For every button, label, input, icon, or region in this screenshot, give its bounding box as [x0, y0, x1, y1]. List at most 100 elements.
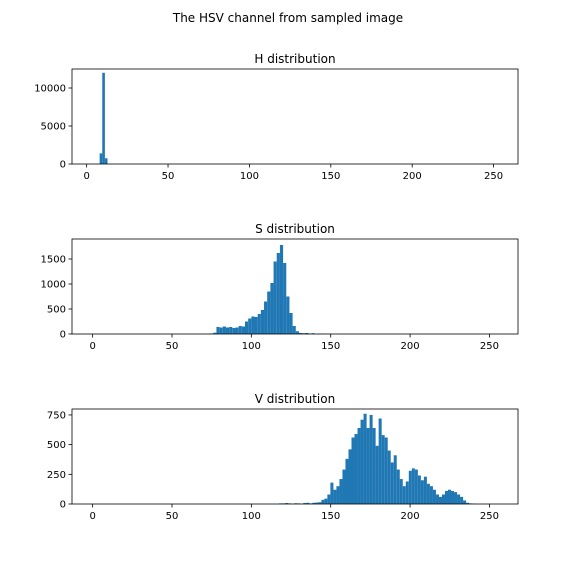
- v-xtick-label-0: 0: [89, 511, 95, 522]
- v-xtick-label-1: 50: [166, 511, 179, 522]
- v-bar-21: [348, 449, 351, 504]
- s-bar-16: [258, 314, 261, 334]
- s-ytick-label-2: 1000: [41, 280, 66, 291]
- v-ytick-label-1: 250: [47, 470, 66, 481]
- h-xtick-label-2: 100: [240, 171, 259, 182]
- v-bar-29: [373, 428, 376, 504]
- s-distribution-title: S distribution: [255, 222, 335, 236]
- s-ytick-label-3: 1500: [41, 255, 66, 266]
- s-bar-23: [280, 245, 283, 334]
- s-bar-4: [220, 328, 223, 335]
- h-ytick-label-2: 10000: [34, 84, 66, 95]
- v-bar-50: [436, 495, 439, 505]
- v-bar-44: [418, 476, 421, 505]
- s-bar-9: [235, 328, 238, 335]
- v-bar-38: [400, 479, 403, 504]
- v-bar-15: [330, 483, 333, 504]
- s-bar-28: [296, 331, 299, 334]
- v-bar-48: [430, 486, 433, 504]
- v-bar-30: [376, 446, 379, 504]
- v-xtick-label-5: 250: [480, 511, 499, 522]
- s-bar-5: [223, 327, 226, 335]
- s-bar-3: [216, 327, 219, 334]
- v-bar-16: [333, 490, 336, 504]
- h-bar-2: [105, 158, 108, 164]
- v-bar-28: [370, 415, 373, 504]
- s-bar-21: [274, 262, 277, 335]
- s-bar-6: [226, 328, 229, 335]
- h-xtick-label-5: 250: [484, 171, 503, 182]
- v-bar-12: [321, 500, 324, 504]
- v-bar-18: [339, 479, 342, 504]
- s-xtick-label-0: 0: [89, 341, 95, 352]
- s-bar-11: [242, 327, 245, 335]
- s-bar-22: [277, 253, 280, 334]
- s-ytick-label-1: 500: [47, 305, 66, 316]
- s-xtick-label-3: 150: [321, 341, 340, 352]
- v-bar-57: [457, 495, 460, 505]
- s-bar-17: [261, 310, 264, 334]
- h-ytick-label-0: 0: [60, 160, 66, 171]
- v-bar-13: [324, 499, 327, 504]
- s-xtick-label-4: 200: [401, 341, 420, 352]
- v-bar-24: [358, 428, 361, 504]
- s-bar-14: [251, 317, 254, 335]
- s-ytick-label-0: 0: [60, 330, 66, 341]
- v-ytick-label-3: 750: [47, 410, 66, 421]
- h-xtick-label-4: 200: [403, 171, 422, 182]
- v-bar-46: [424, 477, 427, 504]
- v-distribution-title: V distribution: [255, 392, 335, 406]
- s-xtick-label-5: 250: [480, 341, 499, 352]
- s-bar-20: [270, 283, 273, 334]
- s-bar-10: [239, 326, 242, 334]
- v-xtick-label-2: 100: [242, 511, 261, 522]
- v-bar-45: [421, 480, 424, 504]
- s-bar-8: [232, 328, 235, 334]
- v-bar-55: [451, 491, 454, 504]
- v-bar-23: [355, 434, 358, 504]
- v-bar-53: [445, 491, 448, 504]
- v-bar-19: [342, 470, 345, 504]
- s-xtick-label-1: 50: [166, 341, 179, 352]
- v-bar-39: [403, 486, 406, 504]
- v-bar-26: [364, 414, 367, 504]
- v-ytick-label-2: 500: [47, 440, 66, 451]
- v-bar-20: [345, 459, 348, 504]
- v-bar-41: [409, 471, 412, 504]
- s-bar-15: [255, 317, 258, 334]
- s-bar-12: [245, 322, 248, 335]
- h-bar-1: [102, 73, 105, 164]
- v-bar-54: [448, 490, 451, 504]
- v-bar-58: [460, 497, 463, 504]
- s-bar-18: [264, 302, 267, 335]
- v-bar-17: [336, 486, 339, 504]
- v-bar-49: [433, 490, 436, 504]
- v-bar-27: [367, 428, 370, 504]
- v-bar-56: [454, 492, 457, 504]
- v-bar-42: [412, 468, 415, 504]
- h-xtick-label-3: 150: [321, 171, 340, 182]
- v-bar-47: [427, 484, 430, 504]
- s-bar-27: [293, 326, 296, 334]
- v-bar-34: [388, 451, 391, 504]
- v-xtick-label-4: 200: [401, 511, 420, 522]
- v-bar-14: [327, 495, 330, 505]
- v-bar-31: [379, 419, 382, 505]
- v-bar-59: [463, 500, 466, 504]
- s-bar-26: [289, 313, 292, 334]
- v-bar-51: [439, 497, 442, 504]
- v-bar-36: [394, 455, 397, 504]
- s-bar-13: [248, 319, 251, 335]
- v-bar-25: [361, 420, 364, 504]
- s-bar-25: [286, 297, 289, 335]
- v-bar-43: [415, 470, 418, 504]
- v-bar-33: [385, 438, 388, 505]
- h-ytick-label-1: 5000: [41, 122, 66, 133]
- h-xtick-label-0: 0: [83, 171, 89, 182]
- v-bar-37: [397, 470, 400, 504]
- v-ytick-label-0: 0: [60, 500, 66, 511]
- s-xtick-label-2: 100: [242, 341, 261, 352]
